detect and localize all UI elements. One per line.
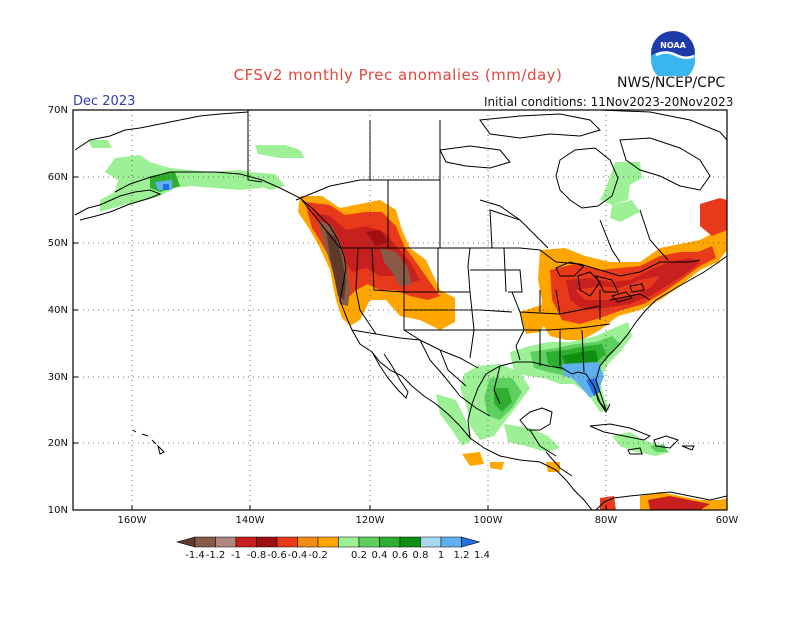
colorbar-swatch: [399, 536, 421, 548]
coastlines: [74, 109, 728, 511]
political-borders: [247, 110, 701, 477]
colorbar-swatch: [235, 536, 257, 548]
colorbar-swatch: [194, 536, 216, 548]
lon-label: 100W: [474, 515, 503, 526]
svg-text:NOAA: NOAA: [660, 41, 686, 50]
agency-label: NWS/NCEP/CPC: [617, 75, 726, 91]
lat-label: 70N: [48, 105, 68, 116]
lon-label: 120W: [356, 515, 385, 526]
colorbar-swatch: [215, 536, 237, 548]
colorbar-swatch: [379, 536, 401, 548]
lon-label: 80W: [595, 515, 618, 526]
colorbar-swatch: [338, 536, 360, 548]
colorbar-label: 0.2: [351, 550, 367, 561]
colorbar-label: 1: [438, 550, 444, 561]
colorbar-swatch: [358, 536, 380, 548]
colorbar-swatch: [276, 536, 298, 548]
axis-ticks: [73, 109, 728, 511]
colorbar-label: 0.8: [413, 550, 429, 561]
colorbar-arrow-right: [461, 536, 481, 548]
colorbar: -1.4 -1.2 -1 -0.8 -0.6 -0.4 -0.2 0.2 0.4 0.6 0.8 1 1…: [175, 536, 490, 561]
colorbar-swatch: [440, 536, 462, 548]
lat-label: 50N: [48, 238, 68, 249]
latitude-labels: 70N 60N 50N 40N 30N 20N 10N: [48, 105, 68, 516]
noaa-logo-icon: NOAA: [651, 31, 695, 76]
lat-label: 40N: [48, 305, 68, 316]
lat-label: 10N: [48, 505, 68, 516]
colorbar-label: -1.2: [206, 550, 226, 561]
lon-label: 140W: [236, 515, 265, 526]
colorbar-swatch: [317, 536, 339, 548]
lon-label: 60W: [716, 515, 739, 526]
colorbar-label: -1: [231, 550, 241, 561]
colorbar-swatch: [297, 536, 319, 548]
colorbar-label: -0.6: [267, 550, 287, 561]
graticule: [73, 110, 727, 510]
map-title: CFSv2 monthly Prec anomalies (mm/day): [233, 66, 563, 84]
colorbar-label: -0.2: [308, 550, 328, 561]
colorbar-swatch: [420, 536, 442, 548]
initial-conditions: Initial conditions: 11Nov2023-20Nov2023: [484, 95, 734, 109]
colorbar-label: 1.2: [454, 550, 470, 561]
colorbar-label: -1.4: [185, 550, 205, 561]
colorbar-label: 1.4: [474, 550, 490, 561]
lat-label: 30N: [48, 372, 68, 383]
colorbar-label: -0.4: [288, 550, 308, 561]
lat-label: 20N: [48, 438, 68, 449]
colorbar-label: -0.8: [247, 550, 267, 561]
forecast-month: Dec 2023: [73, 94, 136, 109]
colorbar-arrow-left: [175, 536, 196, 548]
colorbar-label: 0.6: [392, 550, 408, 561]
colorbar-label: 0.4: [372, 550, 388, 561]
lat-label: 60N: [48, 172, 68, 183]
colorbar-swatch: [256, 536, 278, 548]
longitude-labels: 160W 140W 120W 100W 80W 60W: [118, 515, 739, 526]
lon-label: 160W: [118, 515, 147, 526]
